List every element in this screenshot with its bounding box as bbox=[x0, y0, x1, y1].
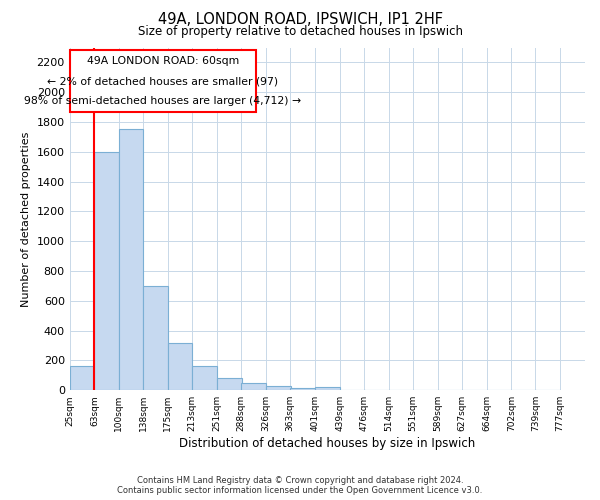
Bar bbox=[143, 286, 168, 390]
Bar bbox=[241, 383, 266, 390]
Text: ← 2% of detached houses are smaller (97): ← 2% of detached houses are smaller (97) bbox=[47, 76, 278, 86]
Bar bbox=[94, 152, 119, 390]
Bar bbox=[315, 387, 340, 390]
Bar bbox=[193, 366, 217, 390]
Bar bbox=[217, 378, 242, 390]
Text: 49A LONDON ROAD: 60sqm: 49A LONDON ROAD: 60sqm bbox=[86, 56, 239, 66]
Text: Size of property relative to detached houses in Ipswich: Size of property relative to detached ho… bbox=[137, 25, 463, 38]
Text: 98% of semi-detached houses are larger (4,712) →: 98% of semi-detached houses are larger (… bbox=[24, 96, 301, 106]
FancyBboxPatch shape bbox=[70, 50, 256, 112]
X-axis label: Distribution of detached houses by size in Ipswich: Distribution of detached houses by size … bbox=[179, 437, 475, 450]
Text: 49A, LONDON ROAD, IPSWICH, IP1 2HF: 49A, LONDON ROAD, IPSWICH, IP1 2HF bbox=[157, 12, 443, 28]
Bar bbox=[119, 130, 143, 390]
Bar bbox=[167, 344, 193, 390]
Bar bbox=[266, 386, 291, 390]
Y-axis label: Number of detached properties: Number of detached properties bbox=[21, 131, 31, 306]
Bar bbox=[70, 366, 94, 390]
Text: Contains HM Land Registry data © Crown copyright and database right 2024.
Contai: Contains HM Land Registry data © Crown c… bbox=[118, 476, 482, 495]
Bar bbox=[290, 388, 315, 390]
